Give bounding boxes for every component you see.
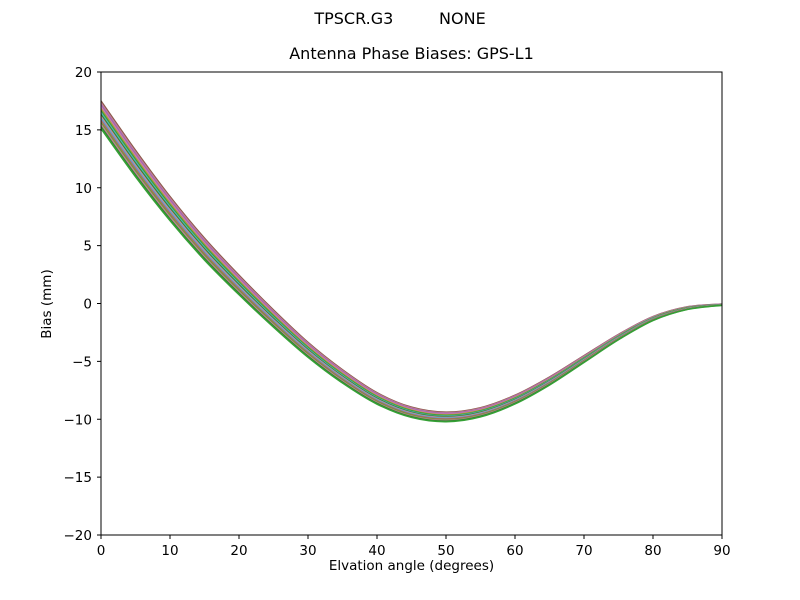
x-tick-label: 60 bbox=[506, 543, 523, 559]
curve-line-12 bbox=[100, 122, 723, 421]
curve-line-4 bbox=[100, 106, 723, 415]
curve-line-2 bbox=[100, 102, 723, 414]
curve-line-10 bbox=[100, 117, 723, 419]
curve-line-5 bbox=[100, 108, 723, 416]
y-tick-label: −10 bbox=[64, 412, 93, 428]
x-tick-label: 80 bbox=[644, 543, 661, 559]
curve-line-13 bbox=[100, 124, 723, 422]
curve-line-15 bbox=[100, 128, 723, 423]
curve-line-8 bbox=[100, 114, 723, 418]
y-tick-label: −15 bbox=[64, 470, 93, 486]
curve-line-9 bbox=[100, 116, 723, 419]
y-tick-label: 0 bbox=[83, 297, 92, 313]
curve-line-14 bbox=[100, 126, 723, 422]
x-tick-label: 40 bbox=[368, 543, 385, 559]
x-tick-label: 30 bbox=[299, 543, 316, 559]
y-tick-label: 5 bbox=[83, 239, 92, 255]
x-tick-label: 20 bbox=[230, 543, 247, 559]
x-tick-label: 10 bbox=[161, 543, 178, 559]
x-tick-label: 0 bbox=[97, 543, 106, 559]
x-tick-label: 70 bbox=[575, 543, 592, 559]
curve-line-1 bbox=[100, 100, 723, 413]
x-tick-label: 90 bbox=[713, 543, 730, 559]
y-tick-label: 15 bbox=[75, 123, 92, 139]
y-tick-label: −20 bbox=[64, 528, 93, 544]
x-axis-label: Elvation angle (degrees) bbox=[328, 558, 495, 574]
figure-title: TPSCR.G3 NONE bbox=[314, 9, 486, 28]
y-tick-label: −5 bbox=[72, 354, 92, 370]
curve-line-11 bbox=[100, 119, 723, 420]
y-tick-label: 20 bbox=[75, 65, 92, 81]
curve-line-6 bbox=[100, 110, 723, 417]
x-tick-label: 50 bbox=[437, 543, 454, 559]
curve-line-7 bbox=[100, 112, 723, 417]
y-tick-label: 10 bbox=[75, 181, 92, 197]
curve-line-3 bbox=[100, 104, 723, 415]
axes-title: Antenna Phase Biases: GPS-L1 bbox=[289, 44, 534, 63]
plot-frame bbox=[100, 71, 723, 536]
